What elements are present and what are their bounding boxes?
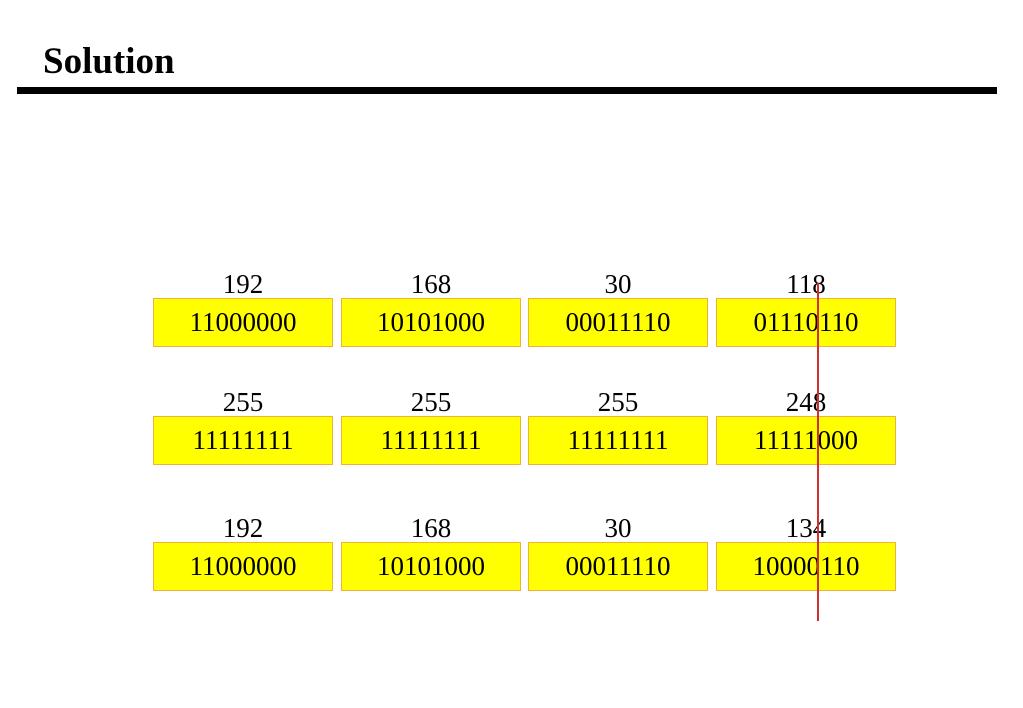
decimal-octet: 30 [604,513,632,543]
binary-octet: 00011110 [528,298,708,347]
binary-octet: 11111000 [716,416,896,465]
decimal-octet: 192 [222,513,264,543]
binary-octet: 11111111 [528,416,708,465]
decimal-octet: 134 [785,513,827,543]
binary-octet: 10101000 [341,542,521,591]
prefix-boundary-line [817,283,819,621]
decimal-octet: 118 [786,269,826,299]
binary-octet: 11111111 [341,416,521,465]
decimal-octet: 248 [785,387,827,417]
decimal-octet: 255 [222,387,264,417]
binary-octet: 11000000 [153,542,333,591]
binary-octet: 01110110 [716,298,896,347]
decimal-octet: 255 [597,387,639,417]
decimal-octet: 168 [410,513,452,543]
decimal-octet: 255 [410,387,452,417]
binary-octet: 11000000 [153,298,333,347]
binary-octet: 10101000 [341,298,521,347]
decimal-octet: 168 [410,269,452,299]
binary-octet: 00011110 [528,542,708,591]
title-rule [17,87,997,94]
slide-title: Solution [43,41,175,82]
binary-octet: 11111111 [153,416,333,465]
binary-octet: 10000110 [716,542,896,591]
decimal-octet: 30 [604,269,632,299]
decimal-octet: 192 [222,269,264,299]
